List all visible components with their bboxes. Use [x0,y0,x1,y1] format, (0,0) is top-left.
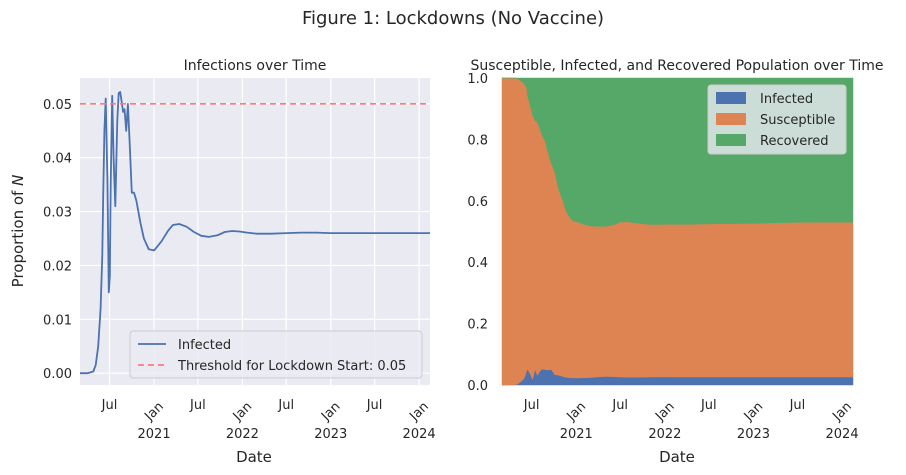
infections-x-tick-label: Jul [366,398,383,413]
sir-y-tick-label: 0.0 [467,379,488,394]
sir-x-tick-label: 2024 [826,427,859,442]
sir-legend-label: Infected [760,92,813,107]
sir-x-ticks: Jul Jan 2021 Jul Jan 2022 Jul Jan 2023 Jul Jan 2024 [523,398,859,442]
infections-x-tick-label: Jul [277,398,294,413]
sir-x-tick-label: 2023 [737,427,770,442]
infections-legend-box [129,330,423,379]
infections-y-ticks: 0.00 0.01 0.02 0.03 0.04 0.05 [43,98,72,382]
infections-marks [80,91,430,375]
sir-legend-swatch [716,92,746,104]
sir-x-tick-label: Jul [611,398,628,413]
infections-x-ticks: Jul Jan 2021 Jul Jan 2022 Jul Jan 2023 Jul Jan 2024 [101,398,436,442]
sir-x-tick-label: Jan [652,399,677,424]
sir-x-tick-label: Jul [789,398,806,413]
infections-x-tick-label: Jan [141,399,166,424]
infections-x-tick-label: 2024 [403,427,436,442]
infections-y-tick-label: 0.05 [43,98,72,113]
sir-x-tick-label: Jul [523,398,540,413]
sir-title: Susceptible, Infected, and Recovered Pop… [470,58,883,74]
sir-legend-label: Susceptible [760,113,835,128]
sir-x-tick-label: 2022 [648,427,681,442]
infected-line [80,91,430,375]
infections-y-label-symbol: N [9,175,27,186]
sir-legend-swatch [716,134,746,146]
infections-y-tick-label: 0.02 [43,259,72,274]
sir-x-tick-label: Jul [700,398,717,413]
sir-y-tick-label: 0.4 [467,256,488,271]
infections-y-tick-label: 0.00 [43,367,72,382]
sir-y-tick-label: 0.2 [467,318,488,333]
infections-x-tick-label: 2022 [226,427,259,442]
infections-x-label: Date [236,448,272,466]
infections-title: Infections over Time [184,58,327,74]
sir-y-tick-label: 1.0 [467,72,488,87]
infections-legend: Infected Threshold for Lockdown Start: 0.… [129,330,423,379]
sir-x-tick-label: Jan [829,399,854,424]
figure-title: Figure 1: Lockdowns (No Vaccine) [302,8,604,29]
infections-y-tick-label: 0.04 [43,152,72,167]
infections-y-label-text: Proportion of [9,186,27,287]
sir-x-tick-label: 2021 [560,427,593,442]
infections-x-tick-label: Jan [406,399,431,424]
sir-legend: Infected Susceptible Recovered [707,84,847,155]
infections-x-tick-label: Jul [101,398,118,413]
infections-legend-label: Threshold for Lockdown Start: 0.05 [177,359,406,374]
sir-y-tick-label: 0.8 [467,133,488,148]
sir-x-tick-label: Jan [741,399,766,424]
sir-x-label: Date [659,448,695,466]
sir-legend-swatch [716,113,746,125]
infections-x-tick-label: 2021 [138,427,171,442]
sir-y-tick-label: 0.6 [467,195,488,210]
infections-y-label: Proportion of N [9,175,27,288]
sir-x-tick-label: Jan [564,399,589,424]
infections-x-tick-label: 2023 [314,427,347,442]
infections-x-tick-label: Jul [189,398,206,413]
sir-legend-label: Recovered [760,134,829,149]
infections-x-tick-label: Jan [230,399,255,424]
sir-y-ticks: 0.0 0.2 0.4 0.6 0.8 1.0 [467,72,488,394]
infections-y-tick-label: 0.01 [43,313,72,328]
infections-x-tick-label: Jan [318,399,343,424]
infections-chart: 0.00 0.01 0.02 0.03 0.04 0.05 Jul Jan 2021 Jul Ja… [9,58,436,466]
infections-y-tick-label: 0.03 [43,206,72,221]
infections-legend-label: Infected [178,338,231,353]
